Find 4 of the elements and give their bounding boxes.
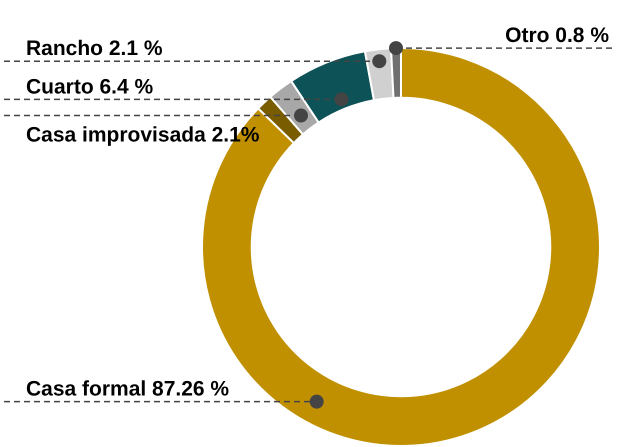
slice-label: Otro 0.8 % [505,24,610,48]
slice-label: Cuarto 6.4 % [26,75,154,98]
slice-label: Casa formal 87.26 % [26,378,230,401]
slice-label: Rancho 2.1 % [26,37,163,60]
